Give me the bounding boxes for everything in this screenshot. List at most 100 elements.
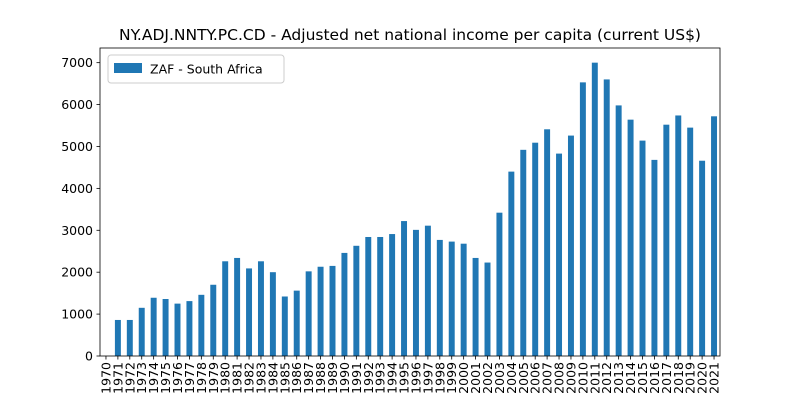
- x-tick-label: 1977: [182, 362, 197, 394]
- x-tick-label: 1978: [194, 362, 209, 394]
- y-tick-label: 6000: [61, 97, 93, 112]
- x-tick-label: 2019: [683, 362, 698, 394]
- bar-2004: [508, 171, 515, 356]
- x-tick-label: 2014: [623, 362, 638, 394]
- y-tick-label: 5000: [61, 139, 93, 154]
- bar-1982: [246, 268, 253, 356]
- bar-1975: [162, 299, 169, 356]
- x-tick-label: 1972: [122, 362, 137, 394]
- y-axis: 0 1000 2000 3000 4000 5000 6000 7000: [61, 55, 100, 364]
- bar-2000: [460, 243, 467, 356]
- y-tick-label: 7000: [61, 55, 93, 70]
- bar-1994: [389, 234, 396, 356]
- bar-1995: [401, 221, 408, 356]
- legend: ZAF - South Africa: [107, 54, 285, 84]
- x-tick-label: 1970: [98, 362, 113, 394]
- x-axis: 1970197119721973197419751976197719781979…: [98, 356, 722, 394]
- bar-1987: [305, 271, 312, 356]
- bar-1976: [174, 303, 181, 356]
- chart-title: NY.ADJ.NNTY.PC.CD - Adjusted net nationa…: [119, 26, 701, 44]
- axes-frame: [99, 47, 721, 357]
- bar-1998: [436, 239, 443, 356]
- bar-1996: [412, 229, 419, 356]
- x-tick-label: 2021: [707, 362, 722, 394]
- bar-2010: [579, 82, 586, 356]
- x-tick-label: 1993: [373, 362, 388, 394]
- bar-1997: [424, 225, 431, 356]
- x-tick-label: 1975: [158, 362, 173, 394]
- legend-label: ZAF - South Africa: [150, 62, 263, 77]
- x-tick-label: 1994: [385, 362, 400, 394]
- bar-1989: [329, 265, 336, 356]
- bar-2012: [603, 79, 610, 356]
- bar-2001: [472, 257, 479, 356]
- x-tick-label: 1992: [361, 362, 376, 394]
- x-tick-label: 1984: [265, 362, 280, 394]
- bar-2016: [651, 159, 658, 356]
- y-tick-label: 3000: [61, 223, 93, 238]
- x-tick-label: 1998: [432, 362, 447, 394]
- bar-2013: [615, 105, 622, 357]
- x-tick-label: 2006: [528, 362, 543, 394]
- bar-1972: [126, 319, 133, 356]
- x-tick-label: 1973: [134, 362, 149, 394]
- y-tick-label: 1000: [61, 307, 93, 322]
- bar-1986: [293, 290, 300, 356]
- x-tick-label: 1988: [313, 362, 328, 394]
- x-tick-label: 1989: [325, 362, 340, 394]
- bar-1979: [210, 284, 217, 356]
- x-tick-label: 1980: [218, 362, 233, 394]
- bar-2011: [591, 62, 598, 357]
- bar-1992: [365, 236, 372, 356]
- bar-1988: [317, 266, 324, 356]
- bars-layer: [114, 62, 718, 357]
- bar-2015: [639, 140, 646, 356]
- x-tick-label: 2001: [468, 362, 483, 394]
- bar-1990: [341, 252, 348, 356]
- legend-swatch: [114, 63, 142, 73]
- bar-1973: [138, 307, 145, 356]
- bar-2014: [627, 119, 634, 357]
- x-tick-label: 2020: [695, 362, 710, 394]
- x-tick-label: 2009: [563, 362, 578, 394]
- x-tick-label: 2012: [599, 362, 614, 394]
- bar-1977: [186, 301, 193, 356]
- x-tick-label: 2004: [504, 362, 519, 394]
- bar-1980: [222, 261, 229, 356]
- x-tick-label: 1979: [206, 362, 221, 394]
- x-tick-label: 2007: [540, 362, 555, 394]
- x-tick-label: 2015: [635, 362, 650, 394]
- bar-1985: [281, 296, 288, 356]
- bar-2007: [544, 129, 551, 356]
- x-tick-label: 1982: [242, 362, 257, 394]
- y-tick-label: 2000: [61, 265, 93, 280]
- bar-2002: [484, 262, 491, 356]
- y-tick-label: 0: [85, 349, 93, 364]
- x-tick-label: 1995: [397, 362, 412, 394]
- x-tick-label: 1971: [110, 362, 125, 394]
- x-tick-label: 2013: [611, 362, 626, 394]
- x-tick-label: 2016: [647, 362, 662, 394]
- x-tick-label: 2018: [671, 362, 686, 394]
- x-tick-label: 1974: [146, 362, 161, 394]
- bar-2017: [663, 124, 670, 356]
- bar-2009: [567, 135, 574, 356]
- x-tick-label: 2000: [456, 362, 471, 394]
- bar-1981: [234, 257, 241, 356]
- legend-box: [107, 54, 285, 84]
- x-tick-label: 1983: [253, 362, 268, 394]
- x-tick-label: 1981: [230, 362, 245, 394]
- bar-2006: [532, 142, 539, 356]
- bar-2003: [496, 212, 503, 356]
- bar-1991: [353, 245, 360, 356]
- x-tick-label: 1987: [301, 362, 316, 394]
- x-tick-label: 1976: [170, 362, 185, 394]
- x-tick-label: 1991: [349, 362, 364, 394]
- x-tick-label: 2005: [516, 362, 531, 394]
- x-tick-label: 2010: [575, 362, 590, 394]
- x-tick-label: 2002: [480, 362, 495, 394]
- x-tick-label: 2008: [552, 362, 567, 394]
- x-tick-label: 1999: [444, 362, 459, 394]
- x-tick-label: 2011: [587, 362, 602, 394]
